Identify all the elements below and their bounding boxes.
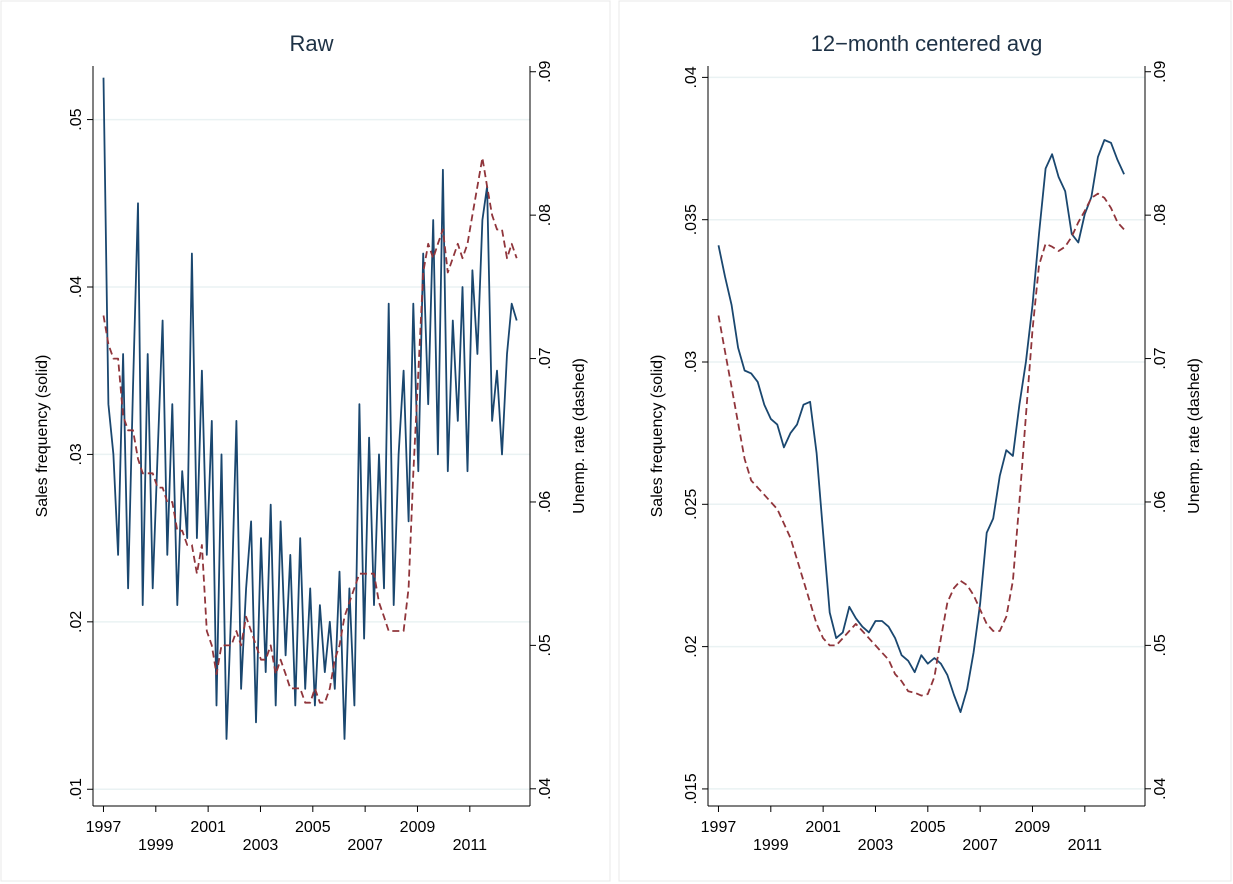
y-tick-label: .01 [68, 778, 85, 800]
y2-tick-label: .09 [537, 61, 554, 83]
x-tick-label: 2007 [962, 837, 998, 854]
x-tick-label: 2001 [805, 819, 841, 836]
chart-title: 12−month centered avg [811, 31, 1043, 56]
y-tick-label: .03 [68, 443, 85, 465]
y2-tick-label: .08 [537, 204, 554, 226]
y2-tick-label: .09 [1152, 61, 1169, 83]
series-line [717, 192, 1125, 697]
series-line [102, 156, 518, 704]
y-tick-label: .015 [683, 773, 700, 804]
y2-tick-label: .06 [537, 491, 554, 513]
panel [618, 0, 1232, 882]
x-tick-label: 2009 [1015, 819, 1051, 836]
y-tick-label: .03 [683, 351, 700, 373]
y2-tick-label: .07 [1152, 347, 1169, 369]
series-line [717, 139, 1125, 713]
y2-tick-label: .05 [1152, 634, 1169, 656]
x-tick-label: 2011 [453, 837, 488, 854]
x-tick-label: 2001 [190, 819, 226, 836]
x-tick-label: 1999 [753, 837, 789, 854]
y-tick-label: .04 [68, 276, 85, 298]
x-tick-label: 2011 [1068, 837, 1103, 854]
y-tick-label: .05 [68, 108, 85, 130]
y2-axis-title: Unemp. rate (dashed) [1186, 358, 1203, 514]
y2-tick-label: .08 [1152, 204, 1169, 226]
y-tick-label: .035 [683, 204, 700, 235]
y2-tick-label: .06 [1152, 491, 1169, 513]
y2-tick-label: .07 [537, 347, 554, 369]
y-tick-label: .02 [683, 635, 700, 657]
y-axis-title: Sales frequency (solid) [649, 355, 666, 518]
series-line [102, 77, 518, 740]
y2-tick-label: .04 [537, 778, 554, 800]
x-tick-label: 2009 [400, 819, 436, 836]
x-tick-label: 2005 [910, 819, 946, 836]
y-tick-label: .025 [683, 489, 700, 520]
y2-tick-label: .05 [537, 634, 554, 656]
x-tick-label: 2003 [243, 837, 279, 854]
chart-title: Raw [289, 31, 333, 56]
x-tick-label: 2005 [295, 819, 331, 836]
y-tick-label: .04 [683, 66, 700, 88]
y-axis-title: Sales frequency (solid) [34, 355, 51, 518]
y2-tick-label: .04 [1152, 778, 1169, 800]
x-tick-label: 1997 [701, 819, 737, 836]
x-tick-label: 1997 [86, 819, 122, 836]
x-tick-label: 2007 [347, 837, 383, 854]
y-tick-label: .02 [68, 611, 85, 633]
y2-axis-title: Unemp. rate (dashed) [571, 358, 588, 514]
panel [0, 0, 611, 882]
x-tick-label: 2003 [858, 837, 894, 854]
x-tick-label: 1999 [138, 837, 174, 854]
